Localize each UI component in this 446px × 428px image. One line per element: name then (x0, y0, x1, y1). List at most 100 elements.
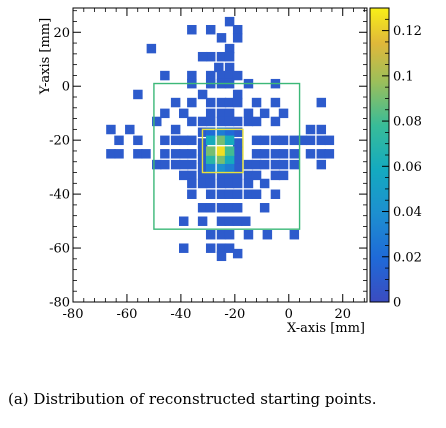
heatmap-cell (170, 149, 181, 159)
heatmap-cell (114, 135, 124, 146)
heatmap-cell (224, 203, 235, 213)
heatmap-cell (197, 89, 208, 100)
heatmap-cell (232, 216, 243, 226)
heatmap-cell (205, 189, 216, 199)
heatmap-cell (216, 203, 227, 213)
heatmap-cell (316, 124, 327, 135)
heatmap-cell (187, 135, 197, 146)
heatmap-cell (224, 135, 235, 146)
heatmap-cell (197, 216, 208, 226)
heatmap-cell (205, 170, 216, 181)
heatmap-cell (187, 149, 197, 159)
x-tick-label: -60 (116, 307, 137, 322)
x-axis-label: X-axis [mm] (287, 321, 365, 336)
heatmap-cell (216, 70, 227, 81)
heatmap-cell (224, 97, 235, 108)
heatmap-cell (216, 154, 227, 164)
heatmap-cell (259, 149, 270, 159)
heatmap-cell (251, 189, 262, 199)
x-tick-label: -80 (63, 307, 84, 322)
heatmap-cell (216, 229, 227, 240)
region-box-inner (201, 128, 244, 174)
heatmap-cell (316, 97, 327, 108)
colorbar-tick-label: 0.12 (393, 24, 422, 39)
heatmap-cell (224, 127, 235, 137)
heatmap-cell (187, 189, 197, 199)
colorbar-tick-label: 0.06 (393, 160, 422, 175)
y-axis-label: Y-axis [mm] (38, 18, 53, 95)
heatmap-cell (270, 116, 281, 127)
heatmap-cell (224, 146, 235, 156)
y-tick-label: 0 (62, 80, 70, 95)
colorbar-tick-label: 0.08 (393, 115, 422, 130)
heatmap-cell (205, 243, 216, 253)
heatmap-cell (106, 124, 116, 135)
heatmap-cell (289, 159, 300, 170)
heatmap-cell (232, 248, 243, 259)
heatmap-cell (232, 203, 243, 213)
heatmap-cell (324, 135, 335, 146)
heatmap-cell (232, 154, 243, 164)
heatmap-cell (259, 108, 270, 119)
heatmap-cell (216, 162, 227, 173)
heatmap-cell (243, 108, 254, 119)
heatmap-cell (305, 135, 316, 146)
heatmap-cell (224, 116, 235, 127)
heatmap-cell (305, 149, 316, 159)
heatmap-cell (205, 70, 216, 81)
x-tick-label: -20 (224, 307, 245, 322)
heatmap-cell (170, 159, 181, 170)
heatmap-cell (224, 162, 235, 173)
heatmap-cell (232, 178, 243, 189)
heatmap-cell (232, 127, 243, 137)
heatmap-cell (205, 108, 216, 119)
heatmap-cell (205, 24, 216, 35)
heatmap-cell (232, 97, 243, 108)
heatmap-cell (232, 170, 243, 181)
colorbar-ticks: 0 0.02 0.04 0.06 0.08 0.1 0.12 (382, 18, 422, 311)
y-tick-label: 20 (53, 26, 70, 41)
heatmap-cell (289, 149, 300, 159)
region-box-outer (153, 82, 301, 230)
heatmap-cell (179, 135, 189, 146)
heatmap-cell (216, 135, 227, 146)
heatmap-cell (216, 33, 227, 43)
heatmap-cell (216, 97, 227, 108)
heatmap-cell (232, 116, 243, 127)
heatmap-cell (152, 159, 162, 170)
heatmap-cell (205, 51, 216, 62)
heatmap-cell (224, 178, 235, 189)
heatmap-cell (197, 116, 208, 127)
heatmap-cell (216, 243, 227, 253)
heatmap-cell (197, 203, 208, 213)
heatmap-cell (179, 149, 189, 159)
heatmap-cell (232, 70, 243, 81)
heatmap-cell (278, 159, 289, 170)
heatmap-cell (259, 178, 270, 189)
heatmap-cell (205, 127, 216, 137)
heatmap-cell (216, 251, 227, 262)
heatmap-cell (224, 189, 235, 199)
colorbar-tick-label: 0.04 (393, 205, 422, 220)
heatmap-cell (270, 189, 281, 199)
heatmap-cell (241, 216, 251, 226)
heatmap-cell (216, 178, 227, 189)
heatmap-cell (187, 159, 197, 170)
heatmap-cell (160, 108, 170, 119)
heatmap-cell (216, 216, 227, 226)
heatmap-cell (152, 116, 162, 127)
heatmap-cell (216, 189, 227, 199)
heatmap-cell (197, 51, 208, 62)
heatmap-cell (216, 116, 227, 127)
heatmap-cell (205, 178, 216, 189)
heatmap-cell (224, 243, 235, 253)
heatmap-cell (232, 138, 243, 148)
heatmap-cell (170, 124, 181, 135)
heatmap-cell (179, 108, 189, 119)
heatmap-cell (270, 97, 281, 108)
heatmap-cell (243, 178, 254, 189)
heatmap-cell (179, 159, 189, 170)
heatmap-cell (243, 189, 254, 199)
heatmap-cell (170, 97, 181, 108)
heatmap-cell (170, 135, 181, 146)
